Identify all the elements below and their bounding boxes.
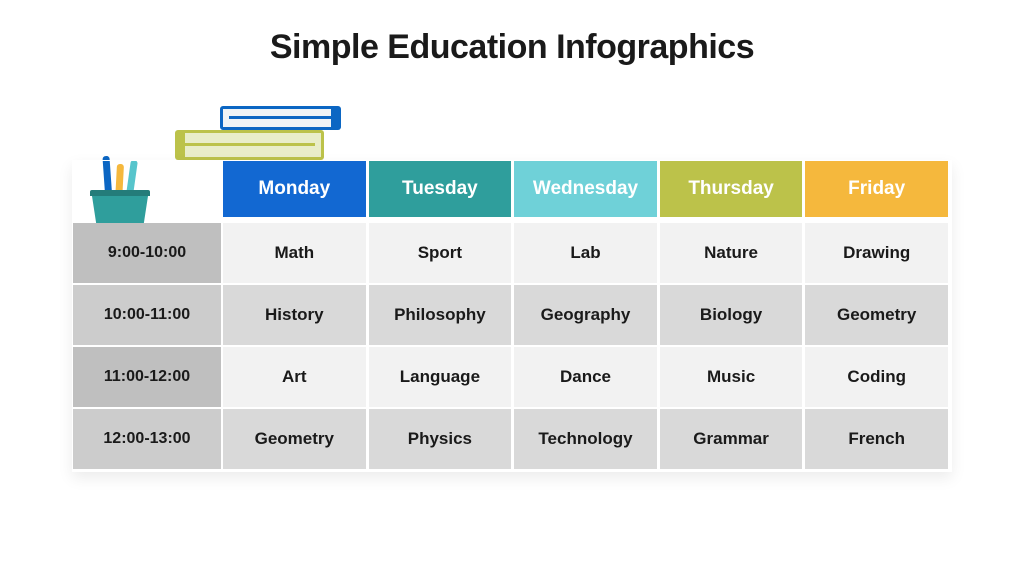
subject-cell: Music — [660, 347, 806, 409]
day-header: Monday — [223, 161, 369, 219]
subject-cell: Geometry — [805, 285, 951, 347]
subject-cell: Coding — [805, 347, 951, 409]
subject-cell: Philosophy — [369, 285, 515, 347]
subject-cell: Nature — [660, 223, 806, 285]
page-title: Simple Education Infographics — [0, 0, 1024, 67]
subject-cell: Art — [223, 347, 369, 409]
schedule-table: MondayTuesdayWednesdayThursdayFriday 9:00… — [72, 160, 952, 472]
subject-cell: Language — [369, 347, 515, 409]
subject-cell: Technology — [514, 409, 660, 471]
day-header: Tuesday — [369, 161, 515, 219]
subject-cell: Geography — [514, 285, 660, 347]
day-header: Thursday — [660, 161, 806, 219]
subject-cell: Biology — [660, 285, 806, 347]
subject-cell: French — [805, 409, 951, 471]
subject-cell: Sport — [369, 223, 515, 285]
subject-cell: Lab — [514, 223, 660, 285]
day-header: Wednesday — [514, 161, 660, 219]
subject-cell: Grammar — [660, 409, 806, 471]
subject-cell: Math — [223, 223, 369, 285]
table-corner — [73, 161, 223, 223]
time-cell: 10:00-11:00 — [73, 285, 223, 347]
subject-cell: Drawing — [805, 223, 951, 285]
time-cell: 9:00-10:00 — [73, 223, 223, 285]
subject-cell: History — [223, 285, 369, 347]
time-cell: 11:00-12:00 — [73, 347, 223, 409]
subject-cell: Dance — [514, 347, 660, 409]
books-icon — [176, 94, 324, 160]
subject-cell: Geometry — [223, 409, 369, 471]
day-header: Friday — [805, 161, 951, 219]
subject-cell: Physics — [369, 409, 515, 471]
time-cell: 12:00-13:00 — [73, 409, 223, 471]
